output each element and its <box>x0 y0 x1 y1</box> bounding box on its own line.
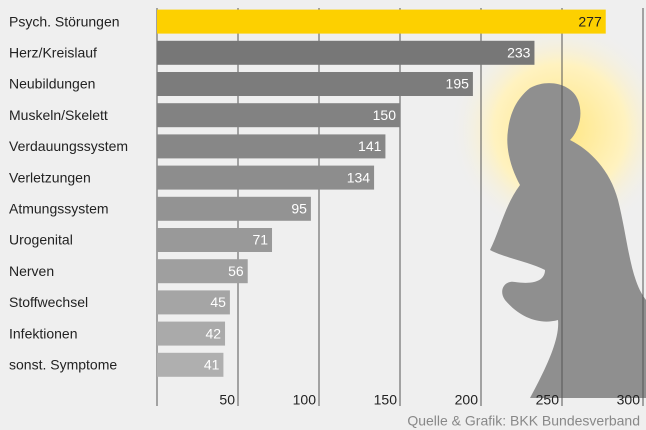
category-label: Psych. Störungen <box>9 13 120 29</box>
bar <box>157 134 386 159</box>
category-label: Atmungssystem <box>9 201 109 217</box>
thinker-silhouette <box>490 83 646 398</box>
bar <box>157 196 311 221</box>
value-label: 134 <box>347 169 371 185</box>
category-label: Stoffwechsel <box>9 294 88 310</box>
x-tick-label: 200 <box>455 392 479 408</box>
category-label: Neubildungen <box>9 76 95 92</box>
value-label: 45 <box>210 294 226 310</box>
source: Quelle & Grafik: BKK Bundesverband <box>407 413 640 429</box>
category-label: Infektionen <box>9 325 78 341</box>
category-label: Verletzungen <box>9 169 91 185</box>
bar <box>157 259 248 284</box>
value-label: 195 <box>446 76 470 92</box>
category-label: Herz/Kreislauf <box>9 45 97 61</box>
value-label: 277 <box>578 13 602 29</box>
bar <box>157 228 273 252</box>
value-label: 42 <box>205 325 221 341</box>
value-label: 56 <box>228 263 244 279</box>
bar <box>157 321 226 346</box>
bar <box>157 103 400 128</box>
x-tick-label: 300 <box>617 392 641 408</box>
bar <box>157 40 535 65</box>
bar <box>157 9 606 34</box>
bar <box>157 72 473 96</box>
bar <box>157 290 230 315</box>
category-label: Nerven <box>9 263 54 279</box>
x-tick-label: 250 <box>536 392 560 408</box>
bar <box>157 165 375 190</box>
x-tick-label: 100 <box>293 392 317 408</box>
category-label: Muskeln/Skelett <box>9 107 108 123</box>
value-label: 141 <box>358 138 382 154</box>
category-label: sonst. Symptome <box>9 357 117 373</box>
value-label: 233 <box>507 45 531 61</box>
value-label: 150 <box>373 107 397 123</box>
x-tick-label: 150 <box>374 392 398 408</box>
value-label: 71 <box>252 232 268 248</box>
value-label: 41 <box>204 357 220 373</box>
value-label: 95 <box>291 201 307 217</box>
x-tick-label: 50 <box>219 392 235 408</box>
category-label: Urogenital <box>9 232 73 248</box>
category-label: Verdauungssystem <box>9 138 128 154</box>
bar <box>157 352 224 377</box>
